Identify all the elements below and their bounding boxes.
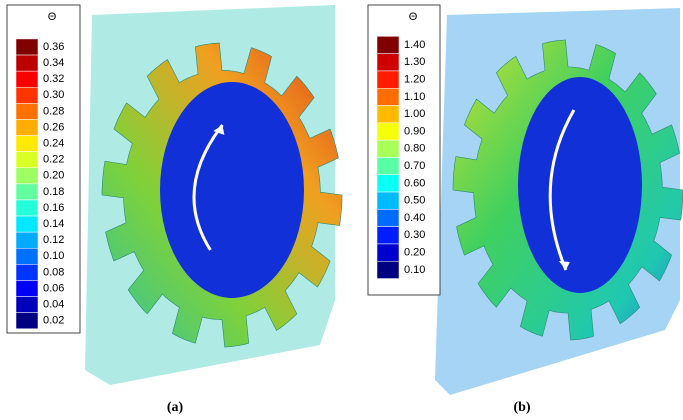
color-swatch [376, 53, 400, 72]
color-swatch [376, 36, 400, 54]
legend-label: 0.50 [404, 195, 425, 207]
color-swatch [15, 215, 39, 233]
legend-label: 0.18 [43, 186, 64, 198]
color-swatch [376, 209, 400, 227]
legend-label: 1.20 [404, 74, 425, 86]
legend-label: 0.10 [43, 250, 64, 262]
color-swatch [376, 122, 400, 141]
gear-face [160, 82, 304, 298]
color-swatch [15, 70, 39, 88]
color-swatch [15, 167, 39, 185]
legend-label: 0.20 [43, 170, 64, 182]
color-swatch [15, 87, 39, 104]
legend-label: 0.90 [404, 125, 425, 137]
color-swatch [15, 183, 39, 201]
rotation-arrow [548, 109, 576, 271]
color-swatch [376, 191, 400, 210]
legend-label: 1.10 [404, 91, 425, 103]
legend-label: 0.28 [43, 105, 64, 117]
legend-label: 0.40 [404, 212, 425, 224]
color-swatch [15, 38, 39, 56]
color-swatch [376, 70, 400, 89]
legend-title: Θ [409, 11, 418, 23]
color-swatch [15, 248, 39, 265]
rotation-arrow [192, 124, 224, 251]
legend-label: 1.00 [404, 108, 425, 120]
color-swatch [376, 226, 400, 245]
color-swatch [376, 174, 400, 193]
legend-label: 0.14 [43, 218, 64, 230]
color-swatch [376, 88, 400, 106]
legend-label: 0.22 [43, 154, 64, 166]
arrow-head [558, 261, 570, 270]
color-swatch [15, 54, 39, 72]
gear-face [518, 77, 642, 293]
color-swatch [376, 105, 400, 124]
legend-label: 0.02 [43, 315, 64, 327]
legend-label: 1.40 [404, 39, 425, 51]
legend-label: 0.34 [43, 57, 64, 69]
color-swatch [15, 135, 39, 152]
legend-label: 0.30 [43, 89, 64, 101]
legend-label: 0.70 [404, 160, 425, 172]
renderings [101, 39, 683, 348]
caption: (b) [513, 400, 530, 415]
color-swatch [15, 231, 39, 249]
legend-label: 0.06 [43, 282, 64, 294]
legend-label: 0.30 [404, 229, 425, 241]
color-swatch [376, 157, 400, 175]
legend-label: 0.26 [43, 121, 64, 133]
legend-label: 0.20 [404, 247, 425, 259]
color-swatch [15, 119, 39, 136]
legend-label: 0.80 [404, 143, 425, 155]
legend-label: 0.04 [43, 299, 64, 311]
legend-label: 0.36 [43, 41, 64, 53]
color-swatch [15, 264, 39, 281]
color-swatch [376, 243, 400, 262]
legend-label: 0.16 [43, 202, 64, 214]
color-swatch [15, 151, 39, 168]
color-swatch [15, 199, 39, 217]
caption: (a) [167, 400, 184, 415]
legend-label: 0.10 [404, 264, 425, 276]
legend-title: Θ [48, 11, 57, 23]
color-swatch [15, 103, 39, 120]
legend-label: 0.08 [43, 266, 64, 278]
color-swatch [376, 261, 400, 279]
color-swatch [15, 312, 39, 329]
legend-label: 1.30 [404, 56, 425, 68]
legend-label: 0.12 [43, 234, 64, 246]
arrow-head [213, 125, 225, 135]
legend-label: 0.24 [43, 138, 64, 150]
color-swatch [15, 296, 39, 313]
legend-label: 0.60 [404, 177, 425, 189]
legend-label: 0.32 [43, 73, 64, 85]
color-swatch [15, 280, 39, 297]
color-swatch [376, 139, 400, 158]
